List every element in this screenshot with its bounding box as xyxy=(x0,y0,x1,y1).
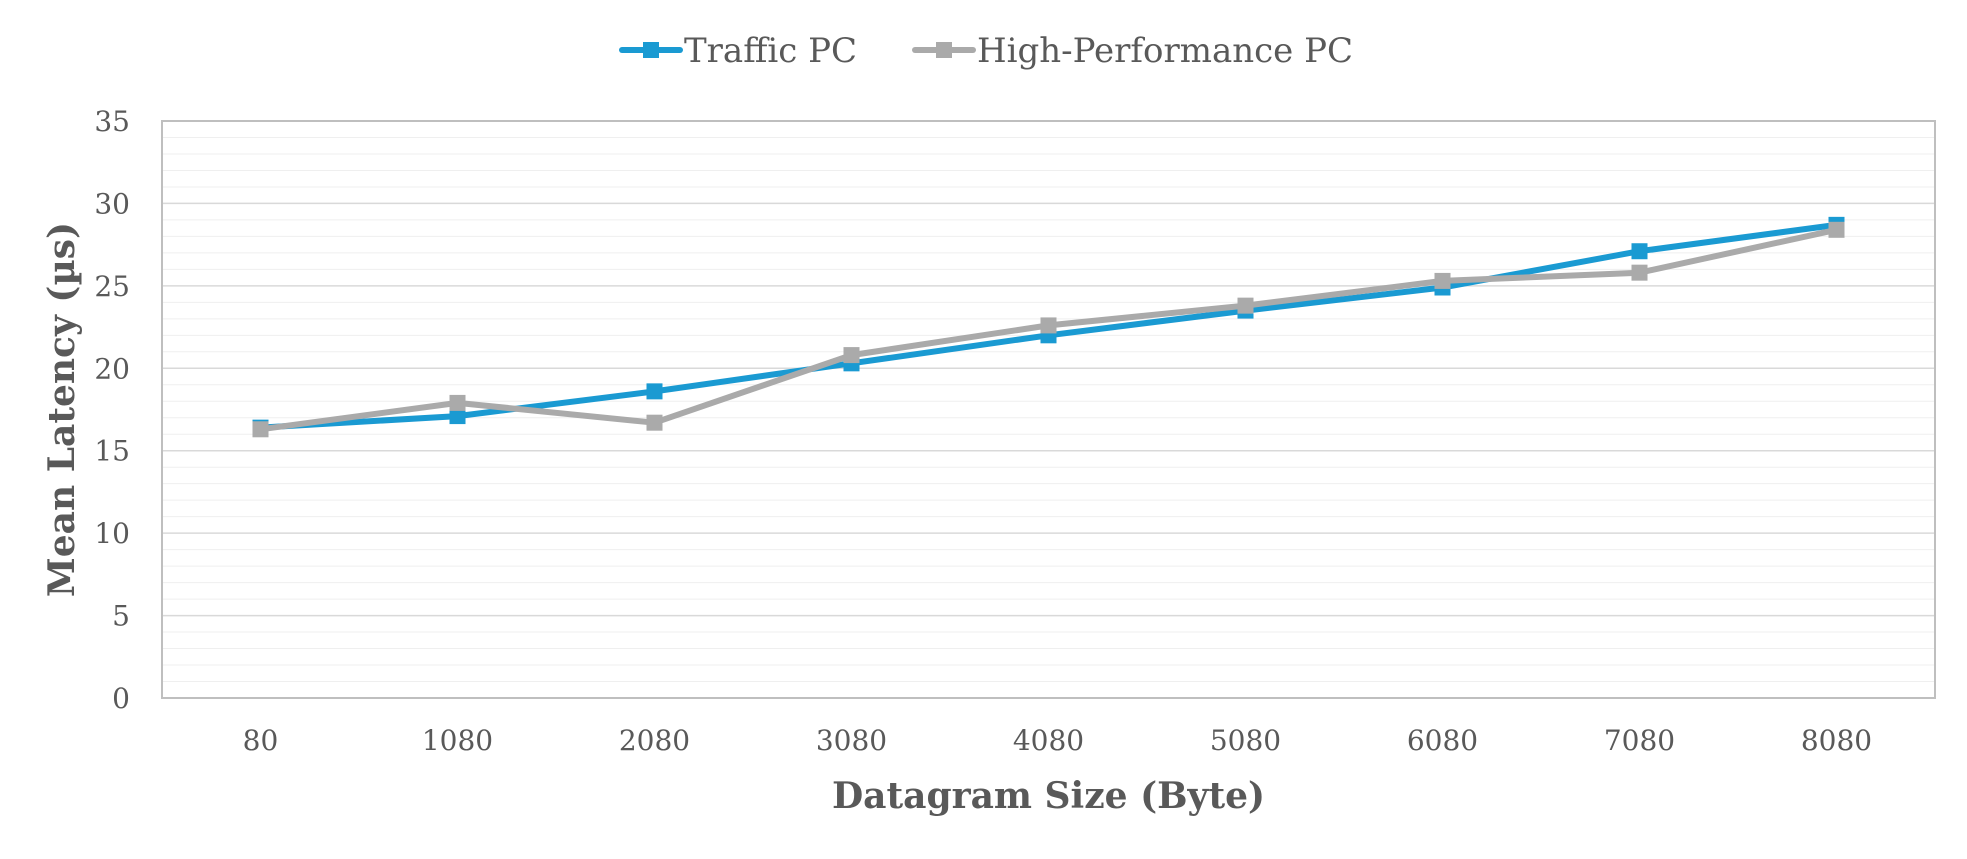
x-tick-label: 6080 xyxy=(1407,724,1478,757)
x-tick-label: 80 xyxy=(243,724,279,757)
y-tick-label: 30 xyxy=(94,187,130,220)
y-tick-label: 5 xyxy=(112,600,130,633)
y-tick-label: 20 xyxy=(94,352,130,385)
data-point xyxy=(646,383,663,400)
data-point xyxy=(449,408,466,425)
data-point xyxy=(1828,221,1845,238)
x-axis-tick-labels: 80 1080 2080 3080 4080 5080 6080 7080 8080 xyxy=(243,724,1872,757)
legend-marker-swatch xyxy=(936,42,952,58)
legend-label: High-Performance PC xyxy=(977,31,1353,71)
x-tick-label: 4080 xyxy=(1013,724,1084,757)
data-point xyxy=(843,347,860,364)
y-tick-label: 35 xyxy=(94,105,130,138)
data-point xyxy=(1434,272,1451,289)
data-point xyxy=(252,421,269,438)
data-point xyxy=(1631,264,1648,281)
x-tick-label: 1080 xyxy=(422,724,493,757)
y-tick-label: 25 xyxy=(94,270,130,303)
x-tick-label: 8080 xyxy=(1801,724,1872,757)
series-layer xyxy=(252,216,1845,438)
x-tick-label: 5080 xyxy=(1210,724,1281,757)
data-point xyxy=(449,394,466,411)
major-gridlines xyxy=(162,202,1935,617)
y-tick-label: 10 xyxy=(94,517,130,550)
y-axis-title: Mean Latency (µs) xyxy=(41,222,83,597)
x-tick-label: 3080 xyxy=(816,724,887,757)
x-axis-title: Datagram Size (Byte) xyxy=(832,775,1265,817)
series-high-performance-pc xyxy=(252,221,1845,438)
plot-area-frame xyxy=(161,120,1936,699)
x-tick-label: 7080 xyxy=(1604,724,1675,757)
data-point xyxy=(1040,317,1057,334)
y-axis-tick-labels: 0 5 10 15 20 25 30 35 xyxy=(94,105,130,715)
data-point xyxy=(1631,243,1648,260)
legend-label: Traffic PC xyxy=(684,31,857,71)
y-tick-label: 0 xyxy=(112,682,130,715)
legend-marker-swatch xyxy=(643,42,659,58)
legend-item: High-Performance PC xyxy=(912,31,1353,71)
legend-item: Traffic PC xyxy=(619,31,857,71)
legend: Traffic PC High-Performance PC xyxy=(619,31,1353,71)
x-tick-label: 2080 xyxy=(619,724,690,757)
y-tick-label: 15 xyxy=(94,435,130,468)
data-point xyxy=(1237,297,1254,314)
data-point xyxy=(646,414,663,431)
